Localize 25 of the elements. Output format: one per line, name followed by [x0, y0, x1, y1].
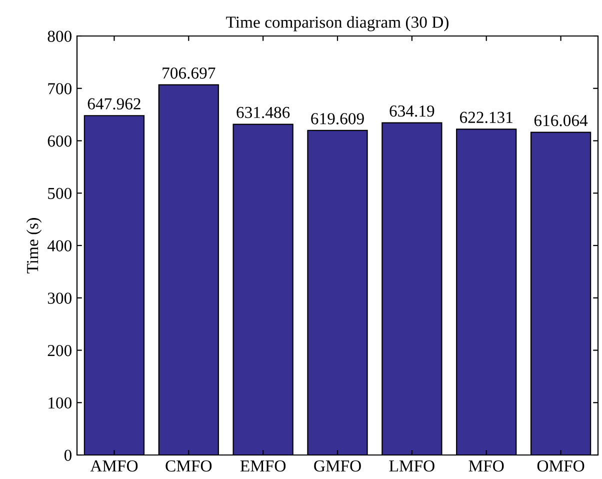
x-tick-label: LMFO: [389, 460, 434, 472]
x-tick-label: MFO: [468, 460, 504, 472]
y-tick-label: 200: [48, 344, 72, 356]
y-tick-label: 400: [47, 240, 72, 252]
data-label: 619.609: [311, 113, 364, 124]
y-tick-label: 800: [48, 30, 72, 42]
y-axis-title: Time (s): [26, 218, 42, 274]
x-tick-label: GMFO: [314, 460, 361, 472]
x-tick-label: CMFO: [166, 460, 212, 472]
y-tick-label: 600: [48, 135, 72, 147]
data-label: 622.131: [460, 112, 512, 124]
y-tick-label: 500: [48, 188, 72, 200]
y-tick-label: 700: [48, 83, 72, 94]
y-tick-label: 300: [48, 292, 72, 304]
data-label: 706.697: [162, 67, 216, 79]
data-label: 616.064: [534, 114, 588, 126]
chart-title: Time comparison diagram (30 D): [226, 16, 448, 32]
x-tick-label: OMFO: [537, 460, 584, 472]
x-tick-label: EMFO: [240, 460, 286, 472]
data-label: 634.19: [390, 105, 434, 117]
data-label: 631.486: [236, 106, 290, 118]
x-tick-label: AMFO: [90, 460, 138, 472]
y-tick-label: 100: [48, 397, 72, 409]
data-label: 647.962: [88, 98, 140, 110]
y-tick-label: 0: [64, 450, 72, 461]
